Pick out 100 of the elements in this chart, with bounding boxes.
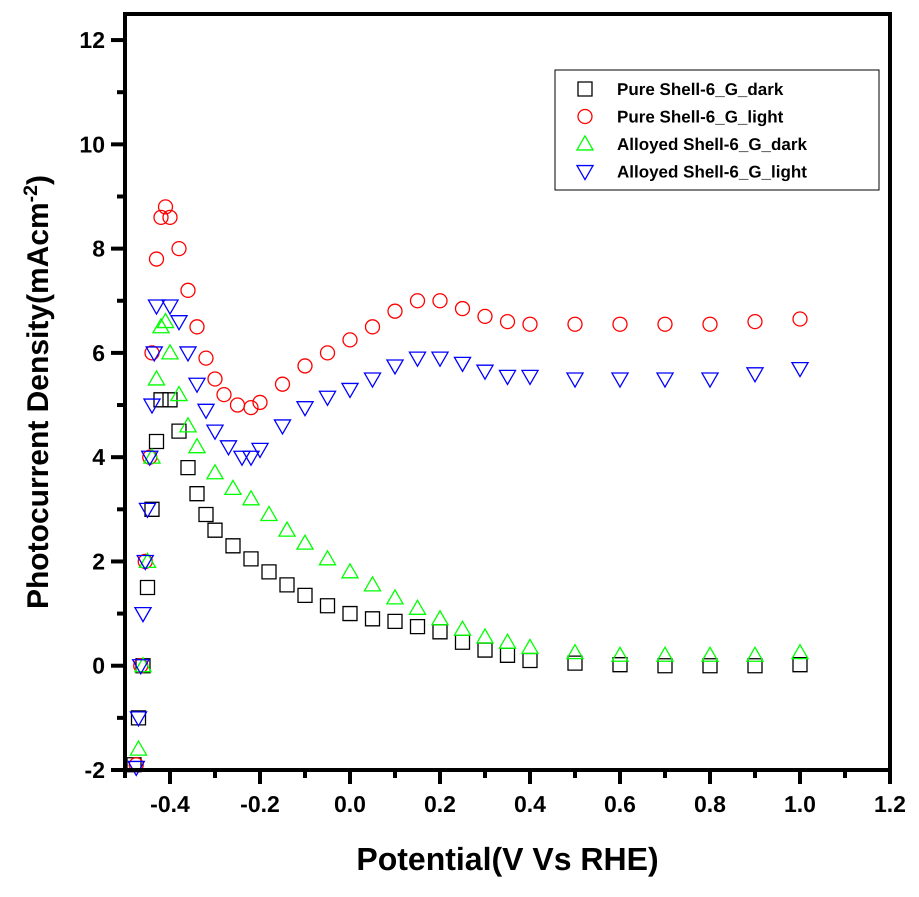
point	[251, 442, 269, 458]
point	[144, 345, 160, 361]
point	[224, 480, 242, 496]
point	[296, 534, 314, 550]
point	[408, 352, 426, 367]
point	[158, 199, 174, 215]
point	[364, 372, 382, 388]
point	[143, 398, 161, 414]
point	[410, 293, 426, 308]
point	[746, 646, 764, 662]
point	[567, 655, 583, 671]
point	[476, 364, 494, 380]
y-tick-label: 0	[92, 652, 105, 679]
point	[130, 740, 148, 756]
point	[792, 311, 808, 327]
point	[498, 634, 516, 649]
x-tick-label: 1.0	[784, 791, 816, 817]
legend-label: Pure Shell-6_G_light	[617, 108, 784, 126]
point	[454, 300, 470, 316]
point	[207, 522, 223, 538]
point	[792, 657, 808, 672]
point	[161, 344, 179, 360]
point	[611, 646, 629, 662]
point	[320, 345, 336, 361]
point	[162, 210, 178, 225]
point	[521, 638, 539, 654]
point	[243, 400, 259, 416]
point	[230, 397, 246, 413]
point	[242, 490, 260, 506]
point	[153, 210, 169, 225]
point	[171, 423, 187, 439]
x-tick-label: -0.2	[240, 791, 280, 817]
point	[148, 251, 164, 267]
point	[701, 372, 719, 388]
point	[431, 352, 449, 367]
point	[261, 564, 277, 580]
point	[341, 382, 359, 398]
point	[274, 376, 290, 392]
point	[566, 644, 584, 660]
point	[243, 551, 259, 566]
point	[746, 367, 764, 382]
point	[567, 316, 583, 332]
point	[206, 464, 224, 480]
point	[431, 610, 449, 626]
point	[242, 450, 260, 466]
point	[148, 370, 166, 386]
point	[566, 372, 584, 388]
point	[656, 372, 674, 388]
point	[656, 646, 674, 662]
point	[153, 392, 169, 408]
point	[278, 521, 296, 537]
legend-label: Alloyed Shell-6_G_dark	[617, 135, 808, 154]
point	[791, 362, 809, 378]
point	[364, 319, 380, 334]
x-tick-label: 0.6	[604, 791, 636, 817]
point	[180, 282, 196, 298]
legend-label: Alloyed Shell-6_G_light	[617, 162, 808, 182]
point	[387, 614, 403, 630]
x-axis-title: Potential(V Vs RHE)	[356, 841, 659, 877]
point	[170, 315, 188, 330]
point	[180, 460, 196, 476]
point	[320, 598, 336, 614]
point	[189, 319, 205, 334]
point	[611, 372, 629, 388]
point	[477, 308, 493, 324]
y-tick-label: -2	[84, 757, 105, 783]
point	[657, 316, 673, 332]
y-tick-label: 6	[92, 340, 105, 366]
point	[612, 657, 628, 672]
point	[198, 350, 214, 366]
point	[476, 628, 494, 644]
point	[279, 577, 295, 593]
point	[140, 580, 156, 596]
point	[387, 304, 403, 319]
legend-label: Pure Shell-6_G_dark	[617, 80, 784, 99]
point	[179, 417, 197, 432]
point	[162, 392, 178, 408]
point	[522, 316, 538, 332]
point	[225, 538, 241, 554]
point	[171, 240, 187, 256]
point	[386, 359, 404, 375]
point	[521, 370, 539, 386]
point	[296, 401, 314, 416]
point	[148, 434, 164, 450]
point	[252, 394, 268, 410]
point	[297, 588, 313, 603]
x-tick-label: 0.8	[694, 791, 726, 817]
x-tick-label: -0.4	[150, 791, 190, 817]
point	[747, 658, 763, 674]
point	[206, 424, 224, 440]
point	[260, 506, 278, 522]
point	[341, 563, 359, 578]
x-tick-label: 0.4	[514, 791, 546, 817]
x-tick-label: 1.2	[874, 791, 906, 817]
point	[364, 576, 382, 592]
point	[454, 356, 472, 372]
x-tick-label: 0.0	[334, 791, 366, 817]
point	[207, 371, 223, 387]
point	[702, 658, 718, 674]
point	[701, 646, 719, 662]
